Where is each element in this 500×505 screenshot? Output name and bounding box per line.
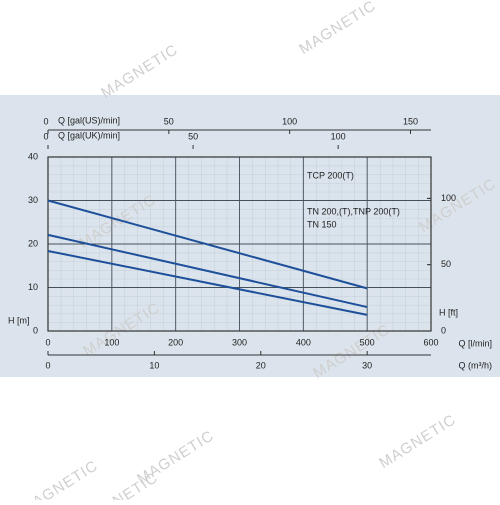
watermark: MAGNETIC [18, 457, 101, 500]
watermark: MAGNETIC [98, 41, 181, 102]
x-tick-label: 100 [282, 116, 297, 126]
x-tick-label: 200 [168, 337, 183, 347]
legend-label: TCP 200(T) [307, 170, 354, 180]
y2-tick-label: 0 [441, 325, 446, 335]
x-axis-label: Q (m³/h) [459, 360, 493, 370]
x-tick-label: 50 [164, 116, 174, 126]
x-tick-label: 50 [188, 131, 198, 141]
x-tick-label: 0 [43, 131, 48, 141]
y-tick-label: 30 [28, 195, 38, 205]
x-tick-label: 400 [296, 337, 311, 347]
series-line [47, 233, 368, 309]
x-tick-label: 600 [423, 337, 438, 347]
y2-axis-label: H [ft] [439, 307, 458, 317]
x-tick-label: 150 [403, 116, 418, 126]
y2-tick-label: 50 [441, 259, 451, 269]
x-axis-label: Q [gal(UK)/min] [58, 130, 120, 140]
x-tick-label: 100 [104, 337, 119, 347]
plot-border [47, 156, 432, 332]
y-tick-label: 20 [28, 238, 38, 248]
y2-tick-label: 100 [441, 193, 456, 203]
x-tick-label: 0 [45, 337, 50, 347]
x-tick-label: 10 [149, 360, 159, 370]
series-line [47, 249, 368, 316]
y-tick-label: 40 [28, 151, 38, 161]
x-tick-label: 0 [43, 116, 48, 126]
x-tick-label: 500 [360, 337, 375, 347]
x-tick-label: 30 [362, 360, 372, 370]
x-axis-label: Q [l/min] [458, 338, 492, 348]
series-line [47, 199, 368, 290]
y-tick-label: 10 [28, 282, 38, 292]
y-tick-label: 0 [33, 325, 38, 335]
x-axis-label: Q [gal(US)/min] [58, 115, 120, 125]
x-tick-label: 20 [256, 360, 266, 370]
legend-label: TN 150 [307, 219, 337, 229]
x-tick-label: 0 [45, 360, 50, 370]
watermark: MAGNETIC [376, 411, 459, 472]
x-tick-label: 300 [232, 337, 247, 347]
x-tick-label: 100 [331, 131, 346, 141]
watermark: MAGNETIC [296, 0, 379, 58]
legend-label: TN 200,(T),TNP 200(T) [307, 206, 400, 216]
y-axis-label: H [m] [8, 315, 30, 325]
